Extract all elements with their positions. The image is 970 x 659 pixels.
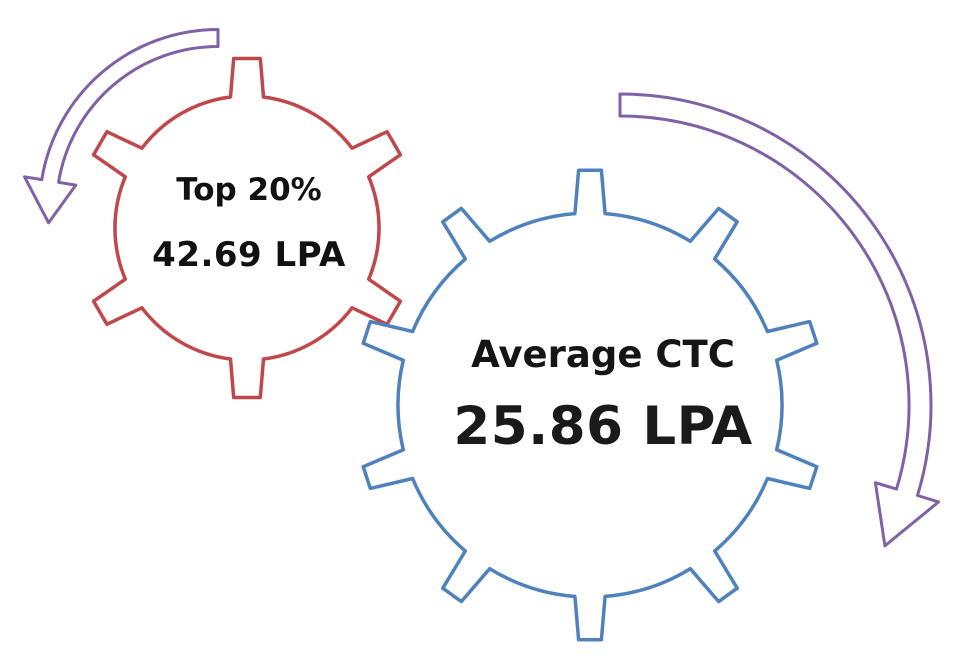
left-curved-arrow-icon [23,28,220,225]
large-gear-icon [361,168,819,642]
small-gear-icon [91,56,403,400]
top-20-title: Top 20% [176,172,322,208]
average-ctc-title: Average CTC [471,333,735,376]
top-20-value: 42.69 LPA [152,235,346,275]
right-curved-arrow-icon [618,92,941,548]
average-ctc-value: 25.86 LPA [453,396,753,457]
